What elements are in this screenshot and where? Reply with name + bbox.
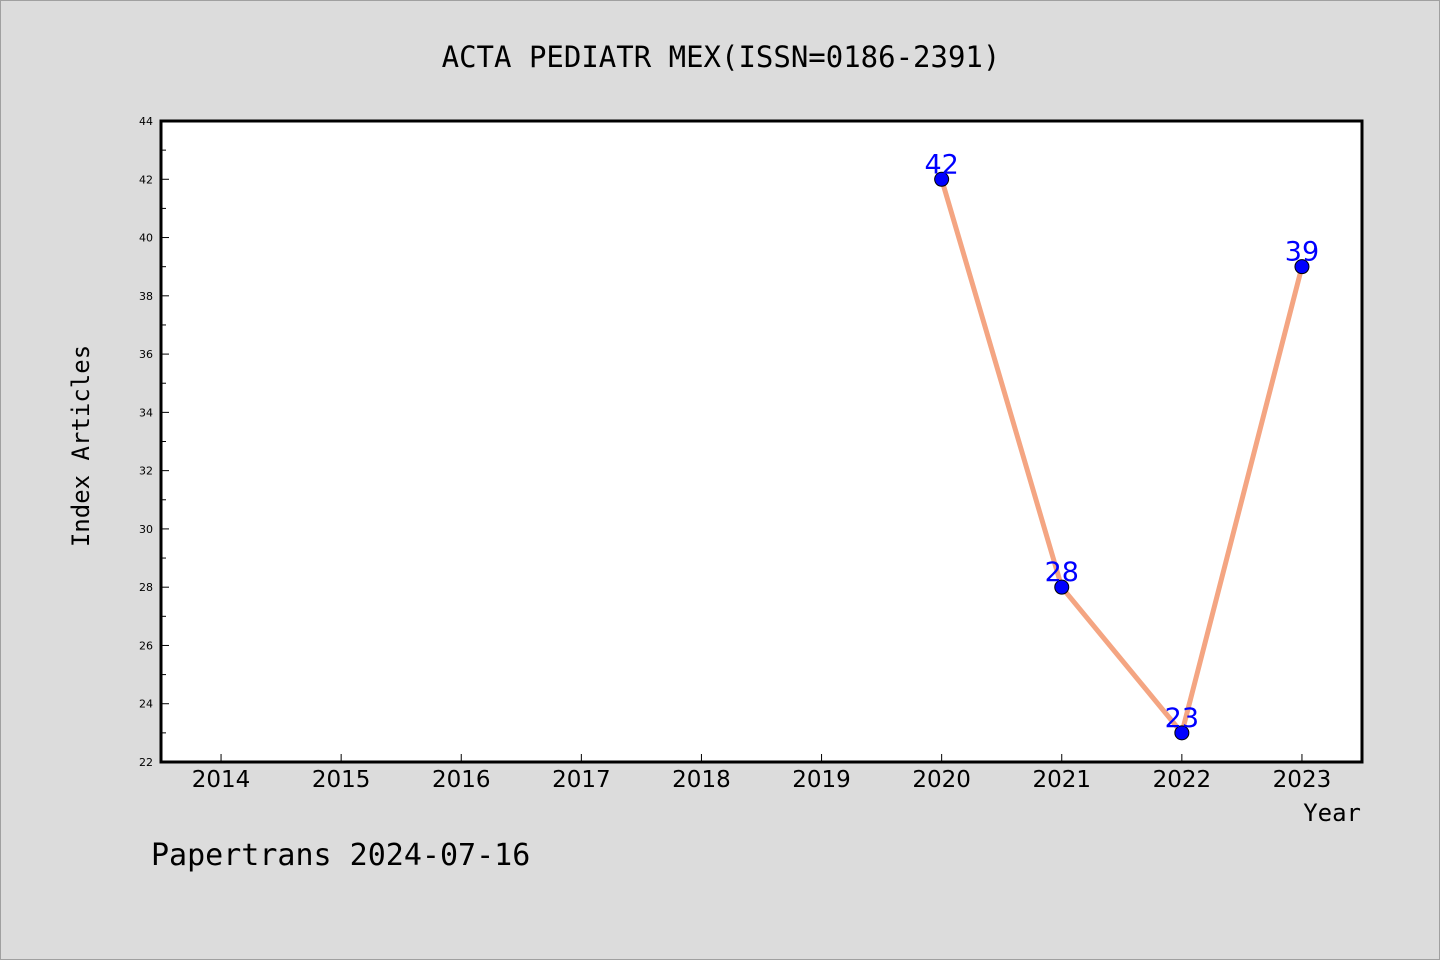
- data-point: [1294, 259, 1310, 275]
- x-tick-label: 2023: [1273, 767, 1332, 793]
- plot-area: [159, 119, 1364, 764]
- y-axis-ticks: 22 24 26 28 30 32 34 36 38 40 42 44: [139, 115, 169, 769]
- x-tick-label: 2017: [552, 767, 611, 793]
- footer-text: Papertrans 2024-07-16: [151, 838, 530, 873]
- y-tick-label: 32: [139, 465, 153, 478]
- x-tick-label: 2019: [792, 767, 851, 793]
- series-line: [939, 178, 1305, 736]
- x-tick-label: 2015: [312, 767, 371, 793]
- y-tick-label: 24: [139, 698, 153, 711]
- x-axis-label: Year: [1303, 799, 1361, 827]
- data-label: 23: [1165, 703, 1199, 734]
- y-tick-label: 26: [139, 639, 153, 652]
- chart-title: ACTA PEDIATR MEX(ISSN=0186-2391): [442, 40, 1001, 74]
- y-axis-label: Index Articles: [67, 345, 95, 547]
- series-group: 42 28 23 39: [924, 149, 1319, 741]
- x-tick-label: 2014: [192, 767, 251, 793]
- y-tick-label: 34: [139, 406, 153, 419]
- y-tick-label: 38: [139, 290, 153, 303]
- data-label: 39: [1285, 237, 1319, 268]
- x-tick-label: 2022: [1153, 767, 1212, 793]
- y-tick-label: 42: [139, 173, 153, 186]
- x-tick-label: 2018: [672, 767, 731, 793]
- data-label: 28: [1045, 557, 1079, 588]
- data-label: 42: [924, 149, 958, 180]
- y-tick-label: 36: [139, 348, 153, 361]
- x-tick-label: 2021: [1032, 767, 1091, 793]
- y-tick-label: 28: [139, 581, 153, 594]
- data-point: [1054, 579, 1070, 595]
- x-axis-ticks: 2014 2015 2016 2017 2018 2019 2020 2021 2022 2023: [192, 754, 1331, 793]
- x-tick-label: 2016: [432, 767, 491, 793]
- y-tick-label: 44: [139, 115, 153, 128]
- y-tick-label: 40: [139, 232, 153, 245]
- y-tick-label: 22: [139, 756, 153, 769]
- data-point: [1174, 725, 1190, 741]
- x-tick-label: 2020: [912, 767, 971, 793]
- y-tick-label: 30: [139, 523, 153, 536]
- data-point: [934, 171, 950, 187]
